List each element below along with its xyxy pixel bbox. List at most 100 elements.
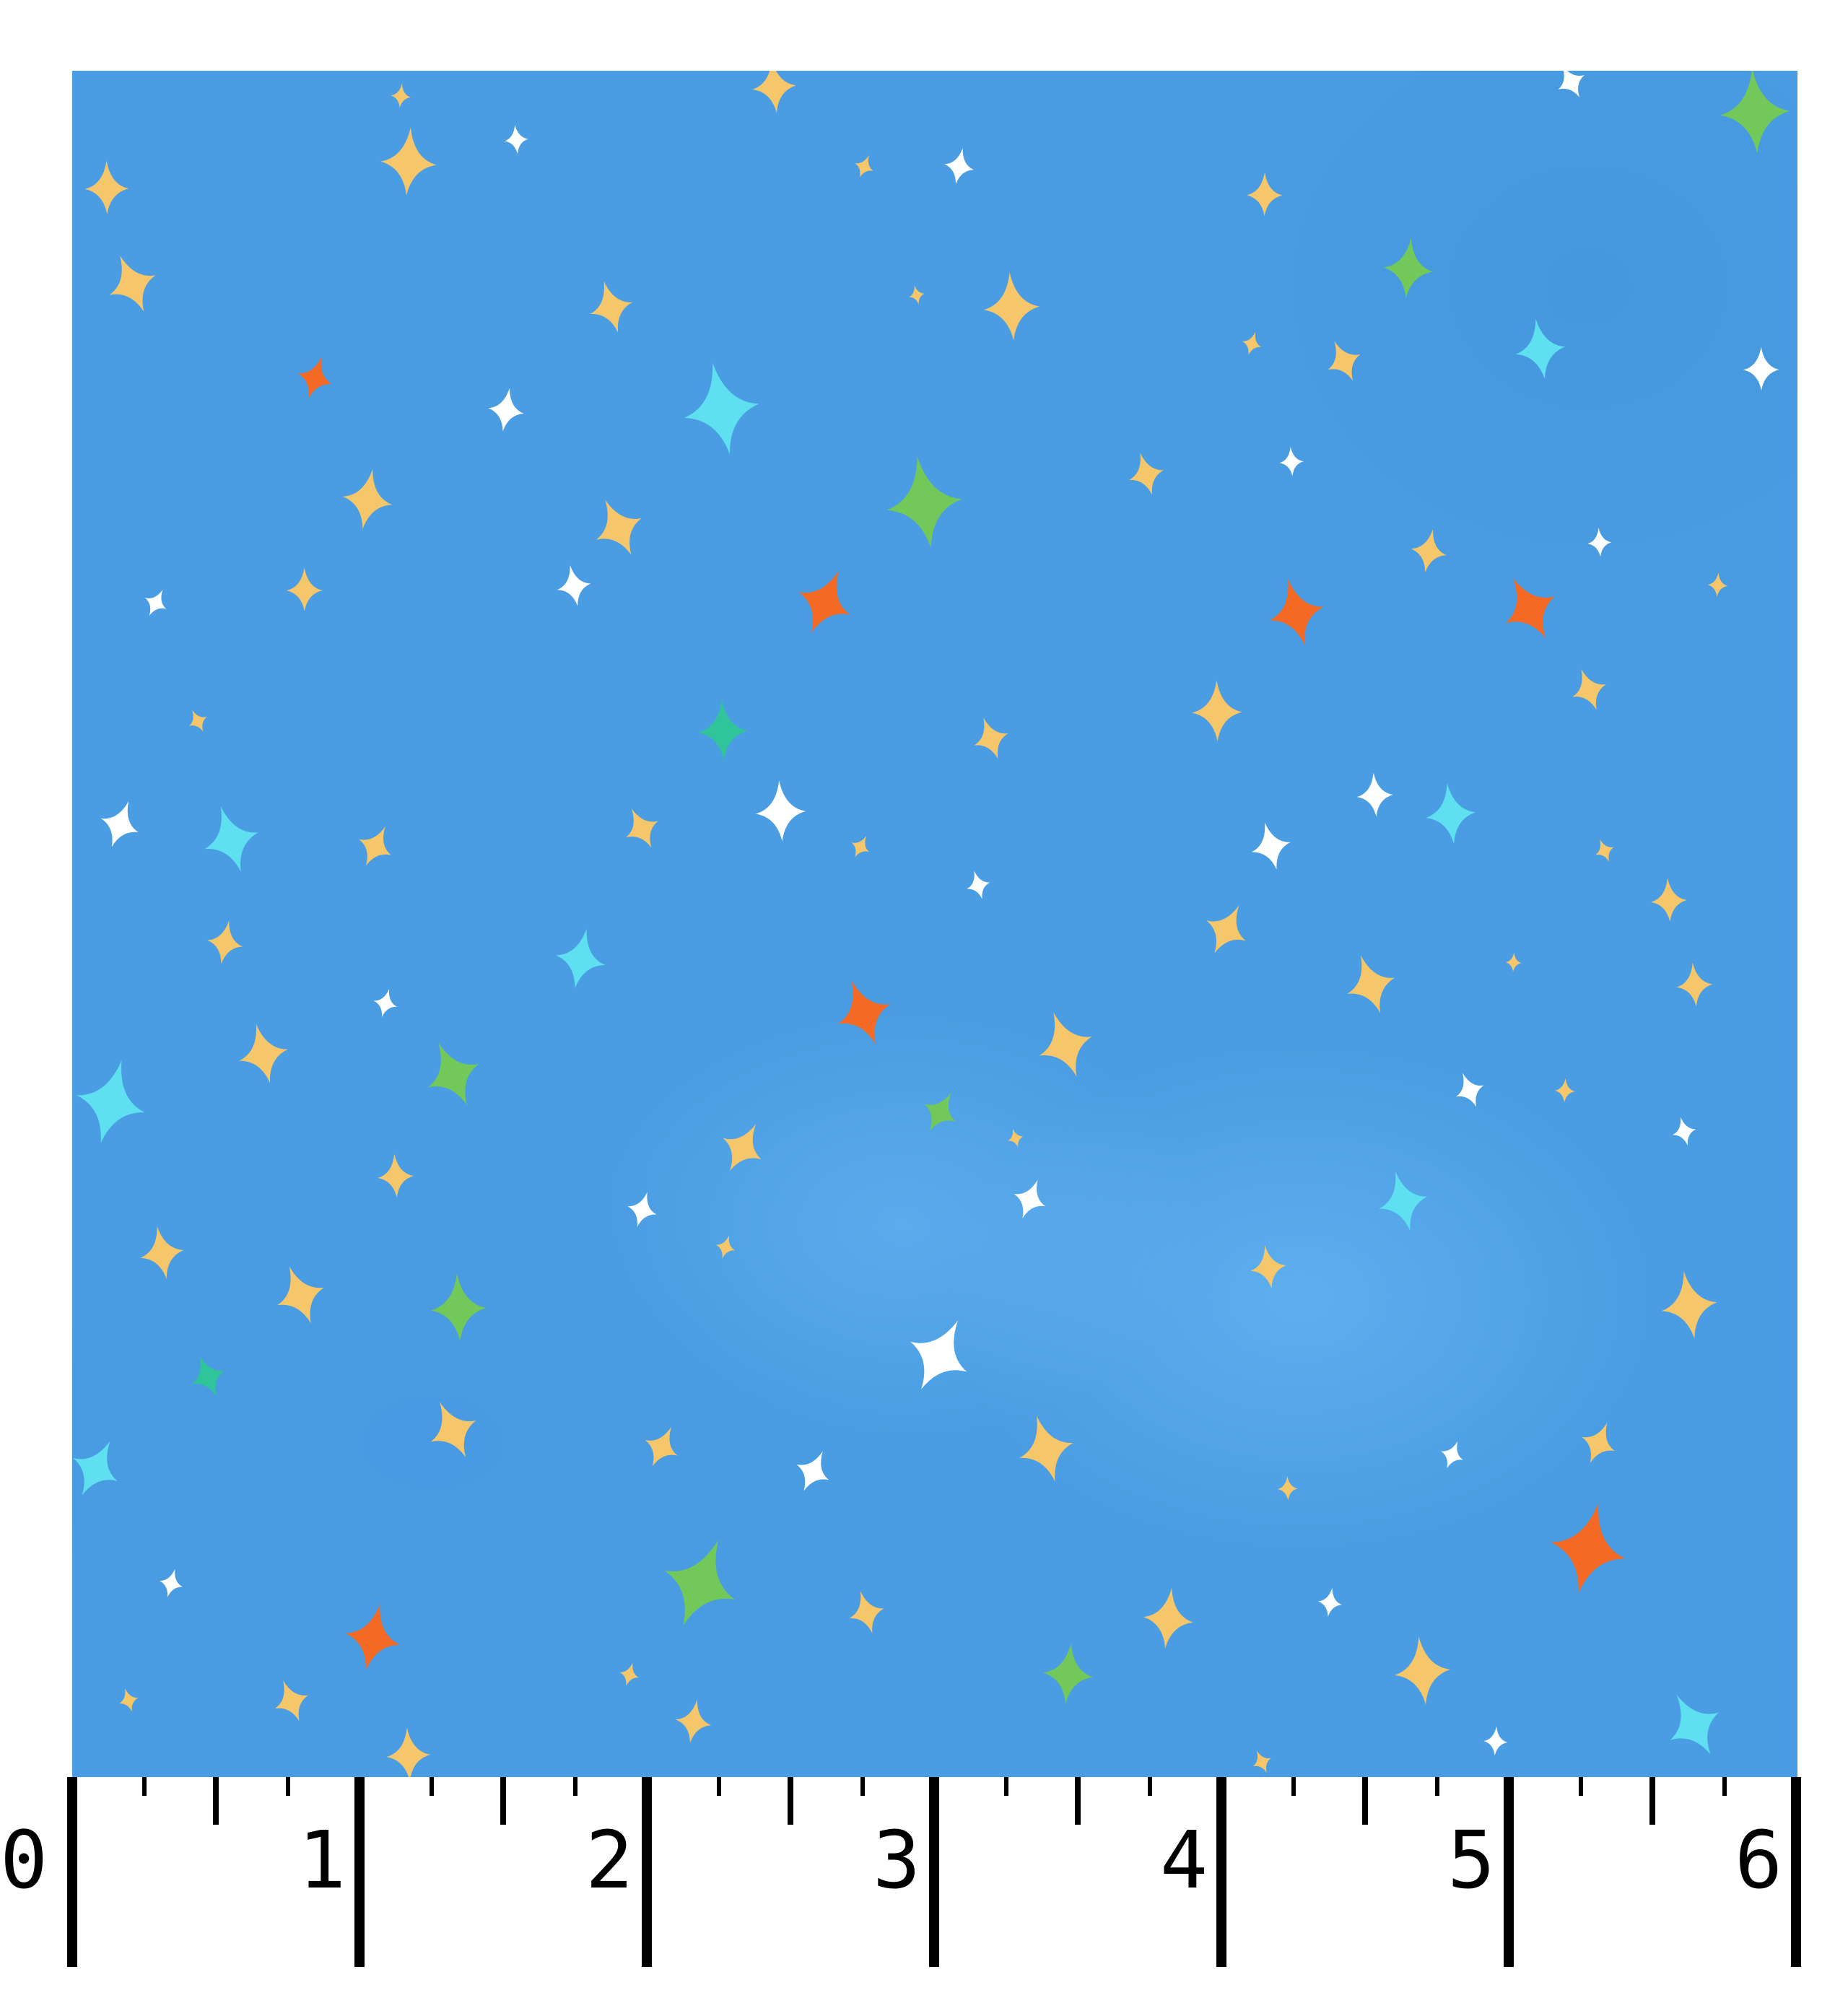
star-yellow — [378, 1153, 414, 1198]
star-white — [796, 1451, 829, 1491]
ruler-label: 1 — [298, 1814, 346, 1906]
ruler-label: 4 — [1160, 1814, 1208, 1906]
star-white — [1356, 772, 1393, 817]
star-yellow — [851, 836, 869, 857]
star-cyan — [1670, 1695, 1720, 1755]
star-yellow — [391, 83, 411, 108]
ruler-minor-tick — [1291, 1777, 1296, 1796]
ruler-major-tick — [1216, 1777, 1226, 1967]
ruler-minor-tick — [1578, 1777, 1583, 1796]
star-yellow — [1143, 1587, 1193, 1649]
ruler-label: 3 — [873, 1814, 921, 1906]
star-yellow — [430, 1402, 476, 1457]
star-orange — [798, 570, 850, 633]
star-white — [627, 1192, 657, 1227]
star-yellow — [983, 272, 1040, 341]
star-yellow — [1008, 1128, 1024, 1148]
ruler-minor-tick — [1147, 1777, 1152, 1796]
star-white — [1558, 71, 1585, 98]
star-yellow — [359, 826, 391, 866]
star-white — [100, 801, 139, 847]
star-orange — [1551, 1503, 1626, 1594]
ruler-label: 2 — [585, 1814, 634, 1906]
star-teal — [191, 1356, 225, 1397]
star-yellow — [1554, 1078, 1575, 1103]
star-yellow — [188, 710, 207, 732]
star-yellow — [1347, 955, 1395, 1013]
star-green — [1383, 237, 1434, 299]
star-teal — [697, 699, 749, 761]
star-white — [1455, 1073, 1484, 1107]
star-yellow — [1572, 668, 1606, 710]
star-cyan — [73, 1441, 118, 1496]
star-yellow — [1192, 680, 1242, 742]
star-cyan — [1426, 783, 1476, 844]
star-cyan — [1515, 318, 1566, 380]
ruler-minor-tick — [285, 1777, 290, 1796]
star-white — [1279, 447, 1304, 476]
star-yellow — [1019, 1415, 1073, 1482]
star-orange — [1505, 578, 1555, 639]
star-cyan — [556, 928, 606, 989]
star-yellow — [1661, 1271, 1717, 1339]
ruler-minor-tick — [1362, 1777, 1368, 1825]
star-white — [504, 124, 528, 154]
star-white — [1440, 1441, 1463, 1469]
ruler-minor-tick — [572, 1777, 578, 1796]
star-yellow — [723, 1124, 762, 1171]
star-yellow — [590, 281, 633, 333]
inch-ruler: 0 1 2 3 4 5 6 — [0, 1777, 1848, 1990]
star-yellow — [1595, 839, 1614, 862]
star-white — [144, 589, 167, 616]
ruler-minor-tick — [860, 1777, 865, 1796]
star-orange — [345, 1603, 401, 1671]
star-cyan — [204, 806, 258, 872]
star-white — [1587, 528, 1612, 557]
star-yellow — [909, 285, 925, 305]
star-white — [1251, 822, 1291, 870]
star-green — [1043, 1643, 1094, 1704]
star-yellow — [84, 160, 129, 214]
ruler-major-tick — [1791, 1777, 1801, 1967]
star-yellow — [619, 1662, 640, 1686]
star-yellow — [342, 468, 393, 530]
star-yellow — [626, 808, 658, 848]
star-yellow — [1246, 172, 1283, 217]
star-yellow — [855, 154, 873, 178]
star-cyan — [77, 1060, 145, 1143]
star-yellow — [286, 567, 323, 611]
star-yellow — [239, 1024, 288, 1083]
star-white — [557, 565, 591, 606]
star-yellow — [1206, 905, 1246, 953]
star-yellow — [1582, 1423, 1615, 1464]
star-white — [1317, 1587, 1342, 1617]
star-orange — [837, 980, 891, 1044]
star-white — [488, 388, 524, 432]
star-yellow — [1328, 341, 1361, 381]
star-yellow — [752, 71, 796, 113]
star-yellow — [1039, 1012, 1092, 1077]
star-yellow — [118, 1688, 139, 1712]
ruler-minor-tick — [1003, 1777, 1008, 1796]
ruler-minor-tick — [788, 1777, 793, 1825]
star-green — [924, 1092, 956, 1131]
star-yellow — [1252, 1750, 1271, 1773]
star-yellow — [1129, 453, 1164, 495]
star-white — [755, 780, 806, 842]
star-yellow — [1394, 1636, 1451, 1705]
ruler-minor-tick — [716, 1777, 721, 1796]
star-yellow — [1250, 1245, 1286, 1289]
star-cyan — [1379, 1171, 1428, 1231]
star-yellow — [140, 1226, 184, 1279]
star-yellow — [596, 499, 642, 555]
ruler-label: 5 — [1447, 1814, 1496, 1906]
ruler-label: 6 — [1735, 1814, 1783, 1906]
star-yellow — [1505, 952, 1522, 972]
star-yellow — [715, 1235, 736, 1259]
star-green — [664, 1540, 736, 1626]
ruler-minor-tick — [1434, 1777, 1439, 1796]
star-white — [1483, 1726, 1508, 1756]
star-white — [910, 1320, 967, 1389]
star-yellow — [1277, 1475, 1298, 1501]
ruler-minor-tick — [429, 1777, 434, 1796]
